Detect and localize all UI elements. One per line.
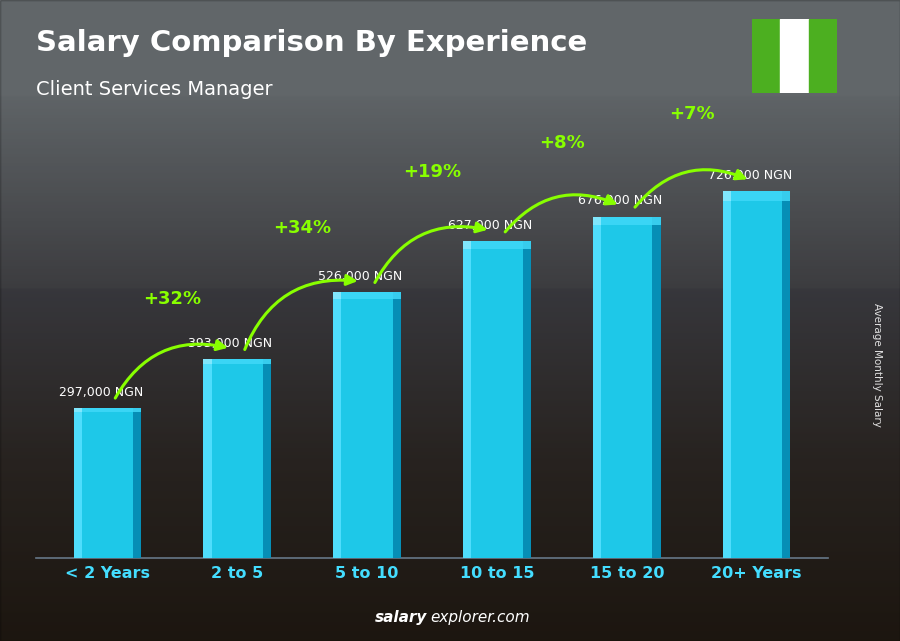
Text: +34%: +34% <box>273 219 331 237</box>
Text: 526,000 NGN: 526,000 NGN <box>319 270 402 283</box>
Bar <box>523 241 531 558</box>
Bar <box>203 360 271 364</box>
Bar <box>593 217 661 225</box>
Bar <box>723 192 731 558</box>
Text: +8%: +8% <box>539 134 585 152</box>
Bar <box>593 217 661 558</box>
Bar <box>333 292 341 299</box>
Text: 297,000 NGN: 297,000 NGN <box>58 386 143 399</box>
Text: Salary Comparison By Experience: Salary Comparison By Experience <box>36 29 587 57</box>
Bar <box>74 408 82 558</box>
Bar <box>203 360 212 364</box>
Bar <box>203 360 271 558</box>
Text: explorer.com: explorer.com <box>430 610 530 625</box>
Text: +7%: +7% <box>669 104 715 122</box>
Text: Client Services Manager: Client Services Manager <box>36 80 273 99</box>
Text: Average Monthly Salary: Average Monthly Salary <box>872 303 883 428</box>
Bar <box>723 192 790 558</box>
Bar <box>782 192 790 558</box>
Text: 726,000 NGN: 726,000 NGN <box>707 169 792 182</box>
Text: 627,000 NGN: 627,000 NGN <box>448 219 532 232</box>
Bar <box>780 19 808 93</box>
Bar <box>333 292 400 558</box>
Text: salary: salary <box>375 610 428 625</box>
Bar <box>333 292 341 558</box>
Bar <box>464 241 531 558</box>
Text: 393,000 NGN: 393,000 NGN <box>188 337 273 350</box>
Bar <box>464 241 472 558</box>
Text: +32%: +32% <box>143 290 202 308</box>
Bar <box>464 241 531 249</box>
Text: +19%: +19% <box>403 163 461 181</box>
Bar <box>333 292 400 299</box>
Bar <box>203 360 212 558</box>
Bar <box>652 217 661 558</box>
Bar <box>593 217 601 558</box>
Bar <box>593 217 601 225</box>
Text: 676,000 NGN: 676,000 NGN <box>578 194 662 208</box>
Bar <box>74 408 141 558</box>
Bar <box>74 408 141 412</box>
Bar <box>392 292 400 558</box>
Bar <box>808 19 837 93</box>
Bar <box>752 19 780 93</box>
Bar <box>723 192 790 201</box>
Bar <box>723 192 731 201</box>
Bar <box>133 408 141 558</box>
Bar <box>464 241 472 249</box>
Bar <box>263 360 271 558</box>
Bar <box>74 408 82 412</box>
